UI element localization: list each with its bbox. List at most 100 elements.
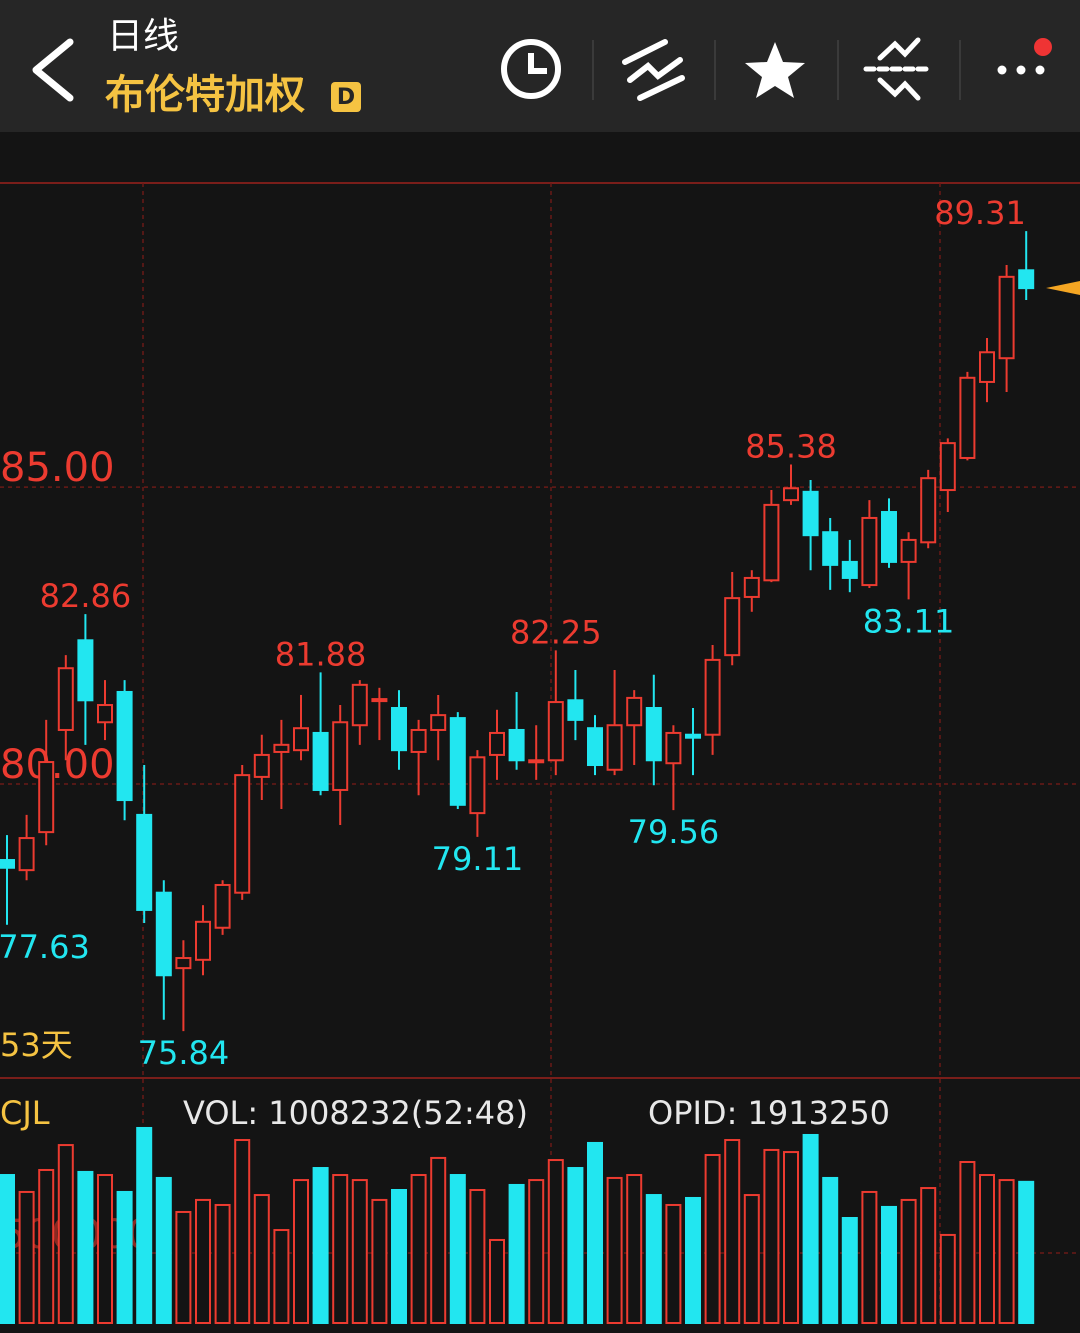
candle-body [0, 859, 15, 869]
volume-bar [489, 1238, 505, 1324]
volume-bar [841, 1217, 858, 1324]
candle-body [979, 351, 995, 383]
icon-stroke [877, 37, 921, 61]
icon-stroke [877, 77, 921, 101]
volume-bar [449, 1174, 466, 1325]
volume-bar [626, 1174, 643, 1325]
candle-body [97, 704, 113, 724]
candle-body [77, 639, 94, 702]
candle-body [293, 727, 309, 752]
candle-body [665, 731, 682, 765]
candle-body [685, 733, 701, 739]
volume-bar [685, 1196, 701, 1324]
high-label: 85.38 [745, 428, 837, 466]
notification-dot [1034, 38, 1052, 56]
candle-body [116, 690, 133, 802]
clock-icon[interactable] [501, 39, 561, 99]
high-label: 81.88 [275, 635, 367, 673]
low-label: 83.11 [863, 602, 955, 640]
candle-body [273, 743, 290, 753]
y-tick-label: 85.00 [0, 445, 115, 491]
volume-bar [1018, 1180, 1035, 1325]
header-bar [0, 0, 1080, 132]
volume-bar [665, 1203, 682, 1324]
star-icon[interactable] [745, 42, 805, 98]
candle-body [391, 707, 407, 752]
candle-body [606, 724, 623, 771]
candle-body [547, 701, 564, 762]
opid-readout: OPID: 1913250 [648, 1094, 890, 1132]
candle-body [900, 538, 917, 563]
back-button[interactable] [32, 38, 74, 102]
candle-body [939, 442, 956, 492]
volume-bar [18, 1190, 35, 1324]
candle-body [861, 516, 878, 587]
volume-bar [175, 1210, 192, 1324]
candle-body [371, 698, 388, 703]
volume-bar [430, 1156, 447, 1324]
candle-body [195, 920, 211, 961]
volume-bar [77, 1170, 94, 1324]
candle-body [312, 731, 329, 791]
volume-bar [97, 1174, 113, 1325]
volume-bar [195, 1198, 211, 1324]
volume-bar [802, 1133, 819, 1324]
low-label: 75.84 [138, 1034, 230, 1072]
dot [997, 65, 1007, 75]
dot [1035, 65, 1045, 75]
candle-body [743, 576, 760, 598]
volume-bar [783, 1151, 799, 1325]
candle-body [38, 761, 55, 834]
draw-icon[interactable] [622, 39, 685, 101]
volume-bar [724, 1139, 741, 1325]
volume-bar [900, 1198, 917, 1324]
compare-icon[interactable] [863, 37, 933, 101]
volume-bar [293, 1179, 309, 1325]
candle-body [253, 753, 270, 778]
candle-body [1018, 269, 1035, 290]
volume-bar [822, 1176, 839, 1324]
volume-bar [371, 1198, 388, 1324]
volume-bar [253, 1194, 270, 1325]
clock-circle [501, 39, 561, 99]
volume-bar [528, 1179, 545, 1325]
volume-bar [273, 1229, 290, 1325]
volume-bar [312, 1167, 329, 1325]
icon-stroke [627, 57, 683, 83]
volume-bar [469, 1189, 486, 1324]
candle-body [567, 699, 584, 721]
candle-body [508, 728, 525, 762]
low-label: 77.63 [0, 928, 90, 966]
volume-bar [920, 1187, 937, 1325]
candle-body [704, 658, 721, 736]
volume-bar [587, 1141, 603, 1324]
candle-body [18, 837, 35, 872]
candle-body [410, 728, 427, 753]
candle-body [155, 891, 172, 977]
volume-bar [0, 1174, 15, 1325]
volume-bar [567, 1167, 584, 1325]
candle-body [136, 813, 153, 911]
low-label: 79.11 [432, 840, 524, 878]
candle-body [763, 503, 780, 582]
volume-bar [332, 1174, 349, 1325]
candle-body [449, 717, 466, 806]
candle-body [351, 683, 368, 727]
y-tick-label: 80.00 [0, 742, 115, 788]
volume-bar [645, 1194, 662, 1325]
candle-body [626, 696, 643, 727]
volume-bar [508, 1183, 525, 1324]
candle-body [469, 756, 486, 815]
volume-bar [939, 1233, 956, 1324]
candle-body [783, 487, 799, 502]
volume-bar [234, 1139, 251, 1325]
volume-bar [214, 1203, 231, 1324]
dot [1016, 65, 1026, 75]
more-icon[interactable] [997, 38, 1053, 75]
candle-body [175, 957, 192, 970]
candle-body [920, 477, 937, 544]
price-marker [1046, 281, 1080, 295]
volume-bar [116, 1190, 133, 1324]
candle-body [489, 731, 505, 756]
